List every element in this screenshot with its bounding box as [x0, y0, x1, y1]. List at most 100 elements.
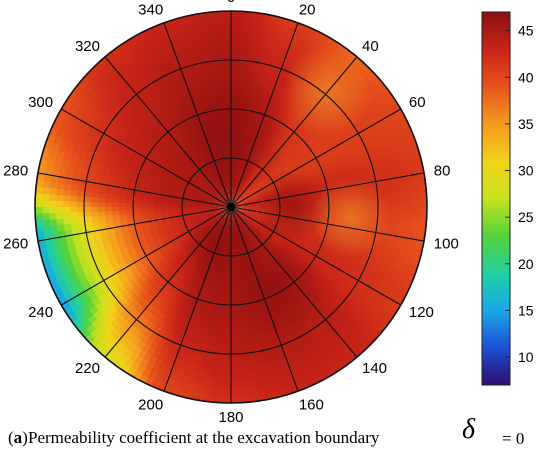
heatmap-cell — [210, 199, 218, 203]
heatmap-cell — [83, 210, 92, 218]
heatmap-cell — [169, 219, 178, 225]
heatmap-cell — [162, 142, 172, 151]
heatmap-cell — [334, 143, 344, 153]
heatmap-cell — [184, 279, 192, 288]
heatmap-cell — [233, 318, 240, 327]
heatmap-cell — [137, 252, 147, 260]
heatmap-cell — [139, 267, 149, 277]
heatmap-cell — [171, 92, 180, 102]
heatmap-cell — [167, 94, 177, 104]
heatmap-cell — [165, 177, 174, 184]
heatmap-cell — [192, 186, 201, 192]
heatmap-cell — [169, 186, 178, 192]
heatmap-cell — [113, 154, 123, 163]
heatmap-cell — [228, 192, 231, 201]
heatmap-cell — [172, 241, 181, 249]
heatmap-cell — [297, 150, 306, 159]
heatmap-cell — [179, 181, 188, 188]
heatmap-cell — [176, 274, 185, 283]
heatmap-cell — [126, 160, 136, 168]
heatmap-cell — [163, 299, 172, 309]
heatmap-cell — [166, 245, 175, 253]
heatmap-cell — [220, 59, 228, 68]
heatmap-cell — [189, 177, 198, 184]
heatmap-cell — [209, 187, 216, 194]
heatmap-cell — [171, 225, 180, 231]
heatmap-cell — [190, 190, 199, 196]
heatmap-cell — [166, 175, 175, 182]
heatmap-cell — [172, 229, 181, 235]
heatmap-cell — [242, 194, 250, 200]
heatmap-cell — [183, 191, 192, 196]
heatmap-cell — [121, 153, 131, 162]
heatmap-cell — [250, 226, 257, 233]
heatmap-cell — [244, 222, 251, 229]
heatmap-cell — [151, 232, 160, 239]
heatmap-cell — [175, 192, 184, 197]
heatmap-cell — [234, 339, 241, 348]
heatmap-cell — [250, 225, 258, 232]
heatmap-cell — [192, 187, 200, 193]
heatmap-cell — [144, 234, 154, 242]
heatmap-cell — [199, 293, 206, 302]
heatmap-cell — [229, 192, 231, 201]
heatmap-cell — [174, 232, 183, 239]
heatmap-cell — [153, 154, 162, 163]
heatmap-cell — [202, 184, 210, 191]
heatmap-cell — [218, 198, 226, 204]
heatmap-cell — [235, 196, 242, 203]
heatmap-cell — [168, 158, 177, 166]
heatmap-cell — [176, 190, 185, 196]
heatmap-cell — [160, 206, 169, 210]
heatmap-cell — [237, 209, 245, 213]
heatmap-cell — [194, 182, 203, 189]
heatmap-cell — [252, 223, 260, 230]
heatmap-cell — [198, 278, 205, 287]
heatmap-cell — [163, 165, 173, 172]
heatmap-cell — [198, 191, 206, 196]
heatmap-cell — [203, 197, 212, 202]
heatmap-cell — [133, 163, 142, 171]
heatmap-cell — [173, 231, 182, 237]
heatmap-cell — [219, 197, 226, 203]
heatmap-cell — [243, 198, 252, 202]
heatmap-cell — [216, 208, 225, 212]
heatmap-cell — [239, 189, 245, 197]
heatmap-cell — [204, 279, 210, 289]
heatmap-cell — [201, 185, 209, 192]
heatmap-cell — [132, 205, 141, 211]
heatmap-cell — [168, 147, 177, 156]
heatmap-cell — [250, 235, 257, 243]
heatmap-cell — [300, 155, 310, 164]
heatmap-cell — [161, 115, 171, 125]
heatmap-cell — [317, 157, 327, 165]
heatmap-cell — [176, 220, 185, 225]
heatmap-cell — [325, 263, 335, 272]
heatmap-cell — [178, 183, 187, 189]
heatmap-cell — [118, 161, 128, 169]
heatmap-cell — [156, 182, 165, 188]
heatmap-cell — [171, 261, 180, 270]
heatmap-cell — [131, 255, 141, 264]
heatmap-cell — [170, 184, 179, 190]
heatmap-cell — [237, 202, 246, 206]
heatmap-cell — [314, 151, 324, 159]
heatmap-cell — [135, 178, 144, 185]
heatmap-cell — [255, 231, 262, 238]
heatmap-cell — [182, 215, 191, 219]
heatmap-cell — [170, 239, 179, 247]
heatmap-cell — [204, 194, 213, 199]
heatmap-cell — [240, 217, 247, 224]
heatmap-cell — [224, 24, 233, 33]
heatmap-cell — [252, 224, 260, 231]
heatmap-cell — [299, 131, 308, 140]
heatmap-cell — [189, 213, 198, 218]
heatmap-cell — [318, 144, 328, 153]
heatmap-cell — [171, 154, 180, 163]
heatmap-cell — [170, 223, 179, 229]
heatmap-cell — [234, 332, 241, 341]
heatmap-cell — [279, 161, 288, 169]
heatmap-cell — [237, 206, 246, 208]
heatmap-cell — [177, 187, 186, 192]
heatmap-cell — [108, 147, 119, 156]
